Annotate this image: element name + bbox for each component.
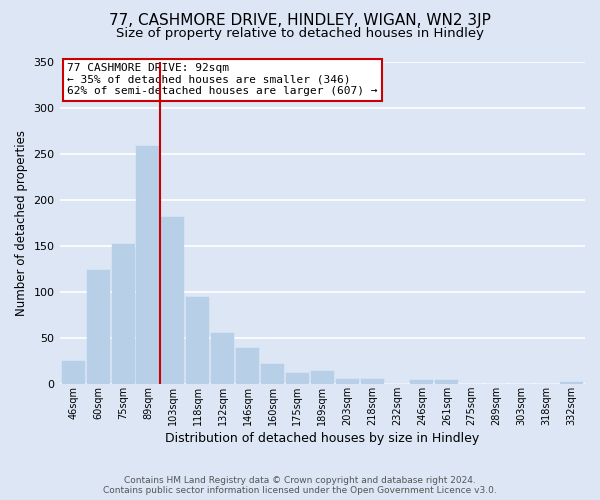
Bar: [560, 382, 583, 384]
Bar: [311, 372, 334, 384]
Bar: [336, 378, 359, 384]
Bar: [112, 244, 134, 384]
Bar: [236, 348, 259, 384]
X-axis label: Distribution of detached houses by size in Hindley: Distribution of detached houses by size …: [165, 432, 479, 445]
Bar: [286, 373, 309, 384]
Bar: [361, 378, 383, 384]
Bar: [261, 364, 284, 384]
Text: 77, CASHMORE DRIVE, HINDLEY, WIGAN, WN2 3JP: 77, CASHMORE DRIVE, HINDLEY, WIGAN, WN2 …: [109, 12, 491, 28]
Text: Contains HM Land Registry data © Crown copyright and database right 2024.
Contai: Contains HM Land Registry data © Crown c…: [103, 476, 497, 495]
Bar: [211, 332, 234, 384]
Y-axis label: Number of detached properties: Number of detached properties: [15, 130, 28, 316]
Bar: [136, 146, 160, 384]
Bar: [436, 380, 458, 384]
Text: Size of property relative to detached houses in Hindley: Size of property relative to detached ho…: [116, 28, 484, 40]
Bar: [186, 296, 209, 384]
Bar: [62, 361, 85, 384]
Bar: [161, 218, 184, 384]
Text: 77 CASHMORE DRIVE: 92sqm
← 35% of detached houses are smaller (346)
62% of semi-: 77 CASHMORE DRIVE: 92sqm ← 35% of detach…: [67, 63, 378, 96]
Bar: [410, 380, 433, 384]
Bar: [86, 270, 110, 384]
